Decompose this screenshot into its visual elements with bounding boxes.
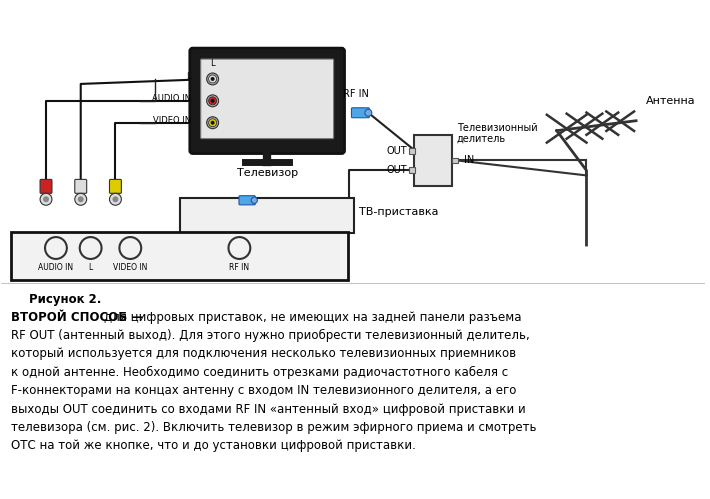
- Circle shape: [109, 193, 121, 205]
- Text: L: L: [210, 59, 215, 68]
- Bar: [11, 232, 349, 280]
- Circle shape: [229, 237, 251, 259]
- FancyBboxPatch shape: [40, 180, 52, 193]
- FancyBboxPatch shape: [75, 180, 87, 193]
- Text: OUT: OUT: [386, 146, 407, 156]
- Circle shape: [207, 117, 219, 129]
- Circle shape: [209, 97, 217, 105]
- Text: ТВ-приставка: ТВ-приставка: [359, 207, 438, 217]
- FancyBboxPatch shape: [239, 196, 256, 205]
- Text: AUDIO IN: AUDIO IN: [38, 263, 74, 272]
- Text: телевизора (см. рис. 2). Включить телевизор в режим эфирного приема и смотреть: телевизора (см. рис. 2). Включить телеви…: [11, 421, 537, 434]
- Text: Антенна: Антенна: [646, 96, 696, 106]
- Circle shape: [78, 196, 84, 202]
- Text: IN: IN: [464, 156, 474, 166]
- Text: VIDEO IN: VIDEO IN: [113, 263, 148, 272]
- Circle shape: [365, 109, 372, 116]
- Circle shape: [207, 73, 219, 85]
- Circle shape: [40, 193, 52, 205]
- Text: L: L: [89, 263, 93, 272]
- FancyBboxPatch shape: [351, 108, 369, 118]
- Text: L: L: [186, 72, 191, 81]
- Bar: [414, 135, 452, 186]
- Text: RF IN: RF IN: [344, 89, 369, 99]
- Text: к одной антенне. Необходимо соединить отрезками радиочастотного кабеля с: к одной антенне. Необходимо соединить от…: [11, 366, 508, 379]
- FancyBboxPatch shape: [190, 48, 344, 154]
- Text: OUT: OUT: [386, 166, 407, 176]
- Bar: [180, 198, 354, 233]
- Circle shape: [209, 119, 217, 127]
- Text: AUDIO IN: AUDIO IN: [152, 94, 191, 103]
- Text: делитель: делитель: [457, 134, 506, 144]
- Text: Рисунок 2.: Рисунок 2.: [29, 293, 102, 306]
- Circle shape: [211, 99, 214, 103]
- Circle shape: [207, 95, 219, 107]
- Text: F-коннекторами на концах антенну с входом IN телевизионного делителя, а его: F-коннекторами на концах антенну с входо…: [11, 384, 517, 397]
- Circle shape: [209, 75, 217, 83]
- Text: RF IN: RF IN: [229, 263, 249, 272]
- Bar: [409, 148, 415, 154]
- Circle shape: [45, 237, 67, 259]
- Text: ВТОРОЙ СПОСОБ —: ВТОРОЙ СПОСОБ —: [11, 311, 148, 324]
- Text: который используется для подключения несколько телевизионных приемников: который используется для подключения нес…: [11, 347, 516, 360]
- Text: выходы OUT соединить со входами RF IN «антенный вход» цифровой приставки и: выходы OUT соединить со входами RF IN «а…: [11, 403, 526, 416]
- Text: ОТС на той же кнопке, что и до установки цифровой приставки.: ОТС на той же кнопке, что и до установки…: [11, 440, 416, 453]
- Circle shape: [112, 196, 119, 202]
- Circle shape: [75, 193, 87, 205]
- Circle shape: [211, 121, 214, 125]
- FancyBboxPatch shape: [109, 180, 121, 193]
- Circle shape: [43, 196, 49, 202]
- Text: VIDEO IN: VIDEO IN: [153, 116, 191, 125]
- FancyBboxPatch shape: [201, 59, 334, 139]
- Text: для цифровых приставок, не имеющих на задней панели разъема: для цифровых приставок, не имеющих на за…: [104, 311, 522, 324]
- Circle shape: [119, 237, 141, 259]
- Circle shape: [80, 237, 102, 259]
- Bar: [409, 168, 415, 174]
- Text: RF OUT (антенный выход). Для этого нужно приобрести телевизионный делитель,: RF OUT (антенный выход). Для этого нужно…: [11, 329, 530, 342]
- Text: Телевизор: Телевизор: [236, 169, 297, 179]
- Circle shape: [251, 197, 258, 204]
- Text: Телевизионный: Телевизионный: [457, 123, 537, 133]
- Circle shape: [211, 77, 214, 81]
- Bar: [452, 158, 457, 164]
